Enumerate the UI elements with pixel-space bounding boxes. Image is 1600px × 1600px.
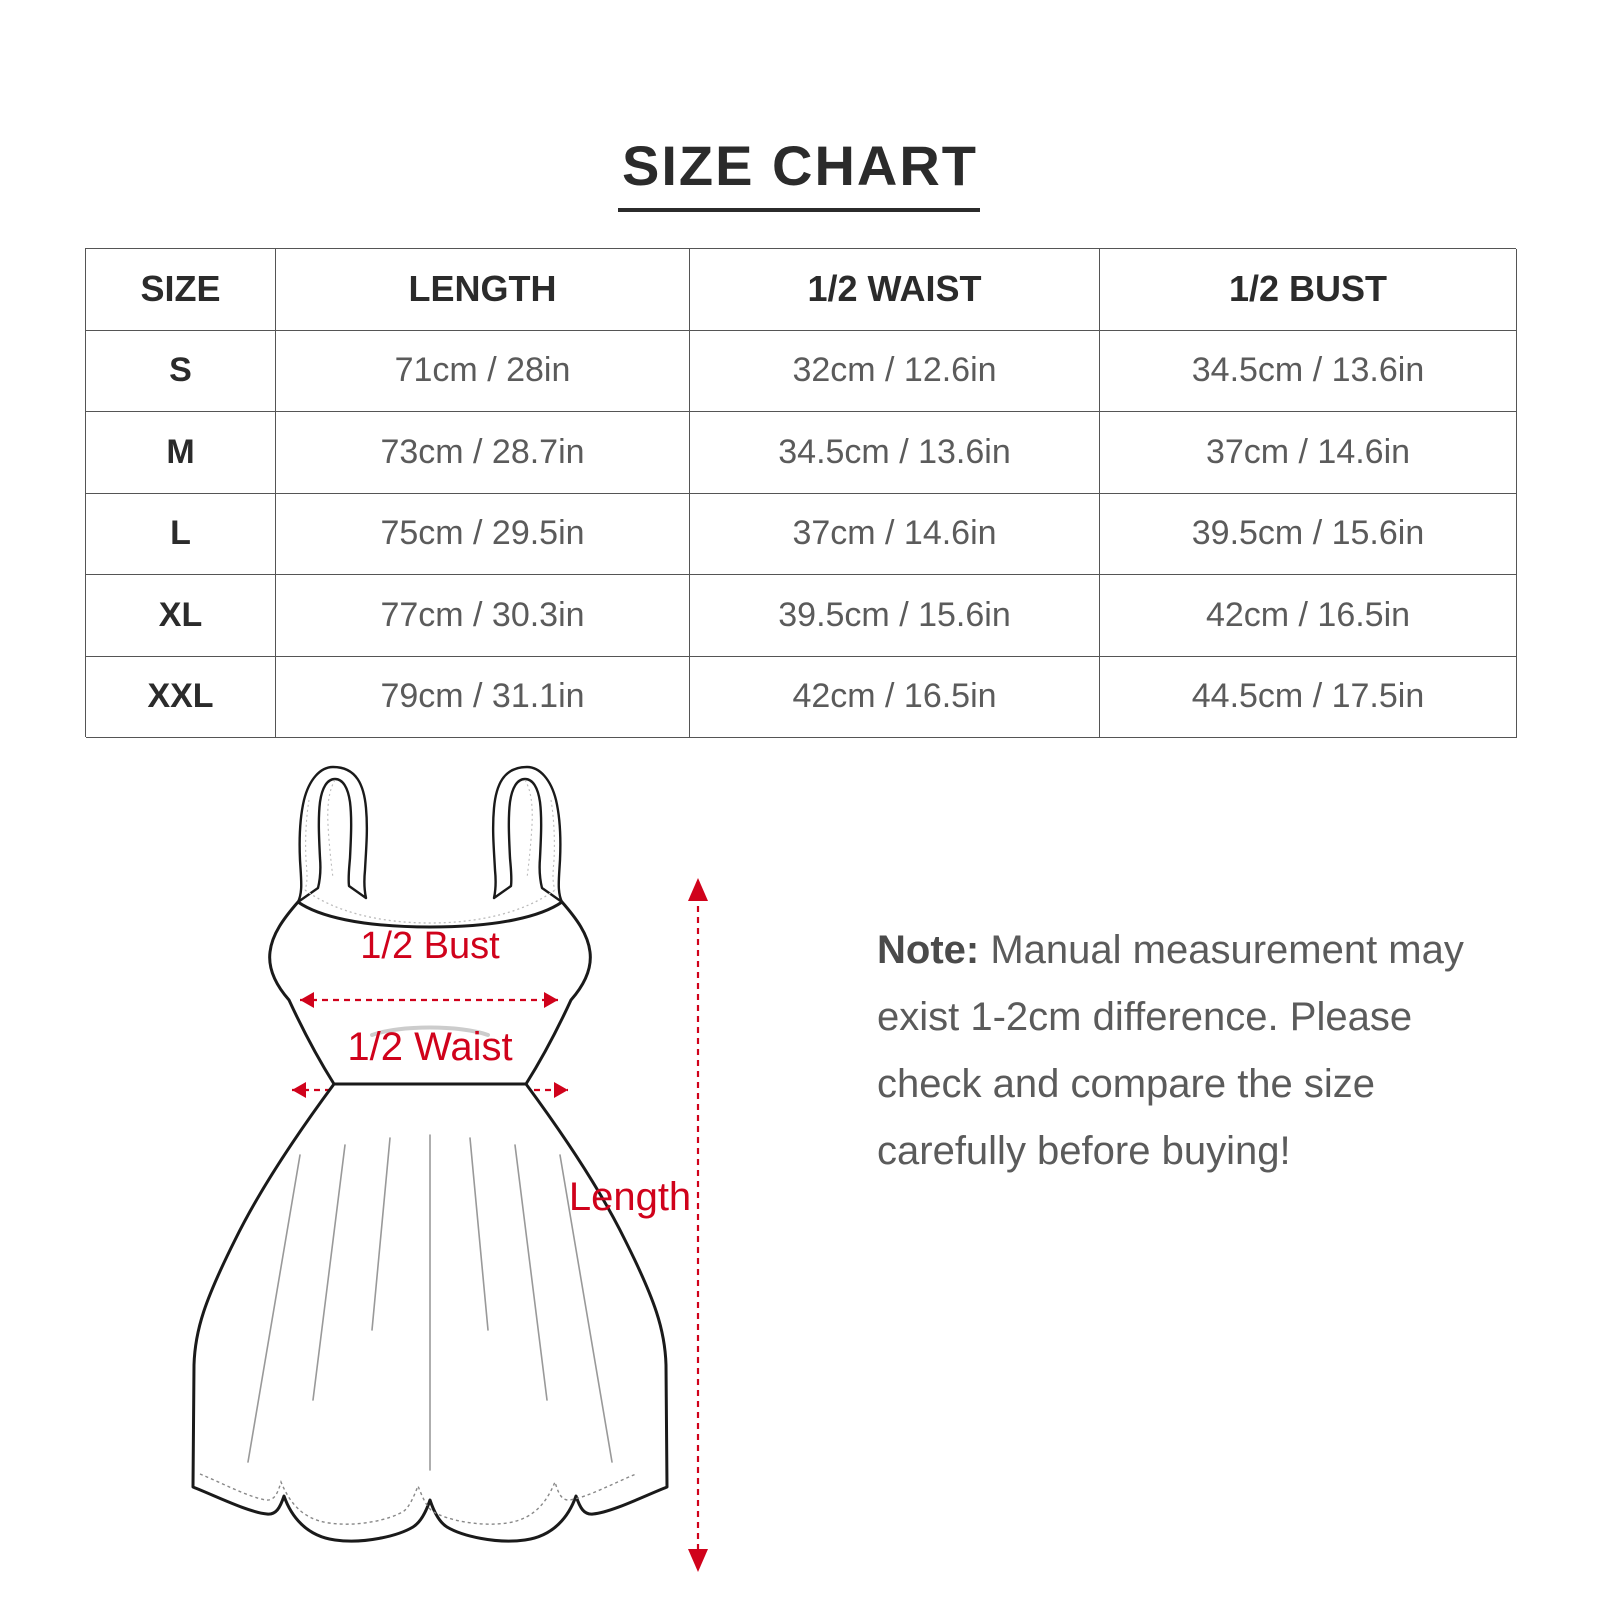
svg-text:1/2 Waist: 1/2 Waist	[347, 1025, 512, 1069]
svg-text:Length: Length	[569, 1175, 691, 1219]
svg-text:1/2 Bust: 1/2 Bust	[360, 925, 500, 967]
